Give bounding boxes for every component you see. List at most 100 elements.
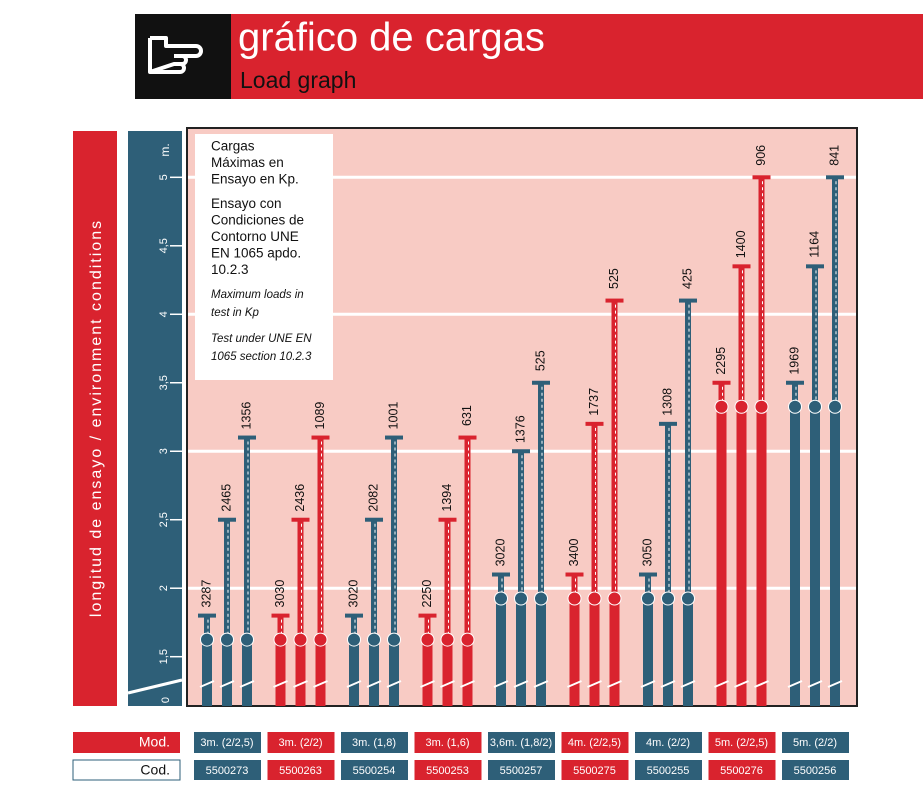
- prop-sleeve: [496, 598, 506, 706]
- prop-break: [366, 680, 382, 688]
- y-tick-label: 3: [158, 448, 170, 454]
- code-label: 5500255: [647, 765, 690, 777]
- legend-text: Maximum loads in: [211, 289, 304, 301]
- prop-sleeve: [462, 639, 473, 706]
- ruler: [128, 131, 182, 706]
- prop-collar: [440, 632, 455, 647]
- prop-collar: [607, 591, 622, 606]
- prop-tube: [518, 451, 524, 706]
- y-tick-label: 2,5: [158, 512, 170, 527]
- code-box: [708, 760, 776, 780]
- code-box: [782, 760, 849, 780]
- code-label: 5500275: [573, 765, 616, 777]
- prop-tube: [444, 519, 451, 706]
- prop-sleeve: [389, 639, 399, 706]
- model-box: [708, 732, 776, 753]
- side-label: longitud de ensayo / environment conditi…: [88, 219, 105, 617]
- load-label: 425: [680, 268, 694, 289]
- model-label: 5m. (2/2,5): [715, 737, 768, 749]
- prop-sleeve: [242, 639, 252, 706]
- prop-break: [827, 680, 843, 688]
- prop-cap: [752, 175, 771, 180]
- prop: [458, 435, 477, 706]
- prop-collar: [661, 591, 675, 606]
- model-box: [341, 732, 408, 753]
- prop-collar: [788, 399, 802, 414]
- prop-collar: [347, 632, 361, 647]
- prop-sleeve: [736, 406, 747, 706]
- model-label: 3m. (1,6): [425, 737, 469, 749]
- load-label: 2465: [219, 484, 233, 512]
- prop-cap: [532, 380, 550, 385]
- load-label: 3020: [493, 539, 507, 567]
- prop-sleeve: [643, 598, 653, 706]
- model-box: [414, 732, 482, 753]
- prop-break: [440, 680, 455, 688]
- prop: [786, 380, 804, 706]
- prop: [492, 572, 510, 706]
- prop-break: [313, 680, 328, 688]
- legend-text: 1065 section 10.2.3: [211, 351, 312, 363]
- code-box: [635, 760, 702, 780]
- load-label: 3020: [346, 580, 360, 608]
- prop-cap: [365, 517, 383, 522]
- model-label: 5m. (2/2): [793, 737, 837, 749]
- prop-tube: [244, 437, 250, 706]
- prop-collar: [420, 632, 435, 647]
- load-label: 3050: [640, 539, 654, 567]
- prop-break: [533, 680, 549, 688]
- load-label: 1308: [660, 388, 674, 416]
- prop-break: [734, 680, 749, 688]
- code-label: 5500273: [206, 765, 249, 777]
- prop-cap: [198, 613, 216, 618]
- code-label: 5500253: [426, 765, 469, 777]
- prop-cap: [311, 435, 330, 440]
- prop-sleeve: [222, 639, 232, 706]
- load-label: 3400: [567, 539, 581, 567]
- prop-tube: [371, 519, 377, 706]
- prop-collar: [387, 632, 401, 647]
- prop-sleeve: [315, 639, 326, 706]
- prop-sleeve: [569, 598, 580, 706]
- prop-cap: [806, 264, 824, 269]
- header-bar: [231, 14, 923, 99]
- prop: [659, 421, 677, 706]
- axis-break: [127, 678, 183, 695]
- prop-tube: [591, 423, 598, 706]
- prop-collar: [534, 591, 548, 606]
- load-label: 2082: [366, 484, 380, 512]
- side-bar: [73, 131, 117, 706]
- legend-text: Ensayo con: [211, 196, 282, 211]
- prop-break: [807, 680, 823, 688]
- prop-sleeve: [810, 406, 820, 706]
- code-box: [267, 760, 335, 780]
- model-label: 4m. (2/2): [646, 737, 690, 749]
- prop: [806, 264, 824, 706]
- prop-tube: [611, 300, 618, 706]
- prop-sleeve: [716, 406, 727, 706]
- prop-collar: [240, 632, 254, 647]
- prop: [385, 435, 403, 706]
- load-label: 1164: [807, 231, 821, 258]
- prop-collar: [293, 632, 308, 647]
- prop-sleeve: [442, 639, 453, 706]
- prop-cap: [605, 298, 624, 303]
- prop-cap: [291, 517, 310, 522]
- prop-break: [754, 680, 769, 688]
- y-tick-label: 2: [158, 585, 170, 591]
- legend-text: Test under UNE EN: [211, 333, 312, 345]
- axis-unit: m.: [158, 143, 172, 156]
- prop-break: [714, 680, 729, 688]
- prop-cap: [786, 380, 804, 385]
- marks: 3287 2465 1356 3030 2436 1089 3020 2082 1001 2250…: [198, 145, 844, 707]
- prop-cap: [218, 517, 236, 522]
- prop: [271, 613, 290, 706]
- legend-text: Condiciones de: [211, 213, 304, 228]
- prop-break: [199, 680, 215, 688]
- prop-break: [640, 680, 656, 688]
- prop-break: [219, 680, 235, 688]
- load-label: 3287: [199, 580, 213, 608]
- load-label: 1356: [239, 402, 253, 430]
- prop-cap: [639, 572, 657, 577]
